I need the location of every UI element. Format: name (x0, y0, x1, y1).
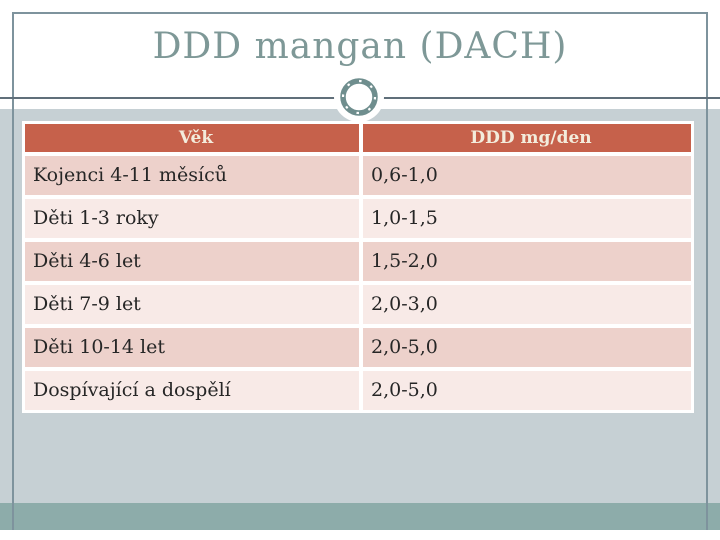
ddd-mangan-table: Věk DDD mg/den Kojenci 4-11 měsíců 0,6-1… (22, 121, 694, 413)
ddd-cell: 1,0-1,5 (363, 199, 691, 238)
ddd-cell: 2,0-5,0 (363, 328, 691, 367)
table-row: Děti 4-6 let 1,5-2,0 (25, 242, 691, 281)
slide-title: DDD mangan (DACH) (152, 26, 568, 67)
table-row: Kojenci 4-11 měsíců 0,6-1,0 (25, 156, 691, 195)
table-row: Dospívající a dospělí 2,0-5,0 (25, 371, 691, 410)
column-header-age: Věk (25, 124, 359, 152)
age-cell: Děti 4-6 let (25, 242, 359, 281)
table-body: Kojenci 4-11 měsíců 0,6-1,0 Děti 1-3 rok… (25, 156, 691, 410)
ddd-cell: 2,0-5,0 (363, 371, 691, 410)
frame-border-right (706, 12, 708, 530)
table-row: Děti 1-3 roky 1,0-1,5 (25, 199, 691, 238)
frame-border-left (12, 12, 14, 530)
frame-border-top (12, 12, 706, 14)
ddd-cell: 2,0-3,0 (363, 285, 691, 324)
ddd-cell: 0,6-1,0 (363, 156, 691, 195)
table-row: Děti 10-14 let 2,0-5,0 (25, 328, 691, 367)
column-header-ddd: DDD mg/den (363, 124, 691, 152)
ddd-cell: 1,5-2,0 (363, 242, 691, 281)
circle-ornament-icon (334, 72, 384, 122)
age-cell: Děti 10-14 let (25, 328, 359, 367)
table-row: Děti 7-9 let 2,0-3,0 (25, 285, 691, 324)
age-cell: Kojenci 4-11 měsíců (25, 156, 359, 195)
age-cell: Děti 1-3 roky (25, 199, 359, 238)
age-cell: Dospívající a dospělí (25, 371, 359, 410)
footer-band (0, 503, 720, 530)
age-cell: Děti 7-9 let (25, 285, 359, 324)
table-header-row: Věk DDD mg/den (25, 124, 691, 152)
